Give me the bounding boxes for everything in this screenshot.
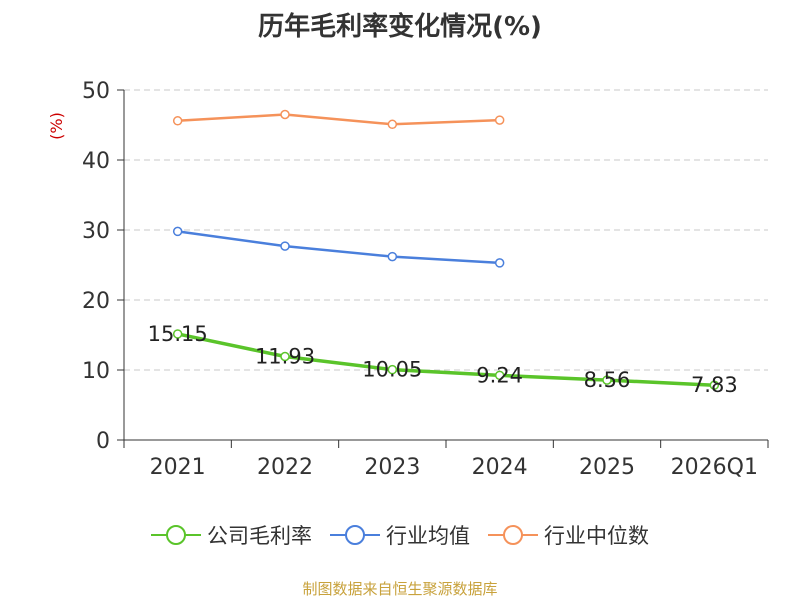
x-tick-label: 2022 [257, 455, 313, 480]
data-point [387, 251, 398, 262]
series-line-1 [177, 230, 500, 265]
legend-label: 行业中位数 [544, 524, 649, 548]
x-tick-label: 2023 [364, 455, 420, 480]
axes: 0 10 20 30 40 50 2021 2022 2023 2024 2025 2026Q1 [82, 79, 769, 480]
data-labels: 15.15 11.93 10.05 9.24 8.56 7.83 [148, 322, 738, 397]
data-label: 11.93 [255, 344, 315, 368]
source-note: 制图数据来自恒生聚源数据库 [302, 580, 498, 598]
y-tick-label: 20 [82, 289, 110, 314]
data-point [494, 258, 505, 268]
legend-swatch-icon [330, 525, 380, 545]
legend-label: 公司毛利率 [207, 524, 312, 548]
y-axis-label: (%) [47, 112, 66, 140]
data-point [280, 241, 290, 251]
data-point [494, 115, 505, 125]
y-tick-label: 10 [82, 359, 110, 384]
legend: 公司毛利率 行业均值 行业中位数 [0, 520, 800, 550]
x-tick-label: 2026Q1 [671, 455, 758, 480]
y-tick-label: 50 [82, 79, 110, 104]
data-point [172, 329, 183, 339]
legend-item[interactable]: 公司毛利率 [151, 520, 312, 550]
data-point [709, 380, 720, 390]
legend-item[interactable]: 行业中位数 [488, 520, 649, 550]
series-line-0 [177, 332, 715, 387]
series-line-2 [177, 113, 500, 126]
y-tick-label: 0 [96, 429, 110, 454]
x-tick-label: 2024 [472, 455, 528, 480]
legend-swatch-icon [488, 525, 538, 545]
y-tick-label: 40 [82, 149, 110, 174]
gridlines [124, 89, 768, 371]
data-label: 10.05 [362, 358, 422, 382]
data-point [172, 226, 183, 237]
legend-swatch-icon [151, 525, 201, 545]
legend-item[interactable]: 行业均值 [330, 520, 470, 550]
data-label: 7.83 [691, 373, 738, 397]
x-tick-label: 2021 [150, 455, 206, 480]
data-point [387, 119, 398, 130]
data-label: 9.24 [476, 363, 523, 387]
data-point [494, 370, 505, 381]
data-point [172, 116, 183, 126]
data-label: 8.56 [584, 368, 631, 392]
data-point [387, 364, 398, 375]
data-point [602, 375, 612, 385]
chart-title: 历年毛利率变化情况(%) [258, 12, 542, 42]
data-point [280, 351, 290, 362]
series-lines [172, 109, 720, 390]
data-label: 15.15 [148, 322, 208, 346]
x-tick-label: 2025 [579, 455, 635, 480]
data-point [280, 109, 290, 120]
legend-label: 行业均值 [386, 524, 470, 548]
y-tick-label: 30 [82, 219, 110, 244]
